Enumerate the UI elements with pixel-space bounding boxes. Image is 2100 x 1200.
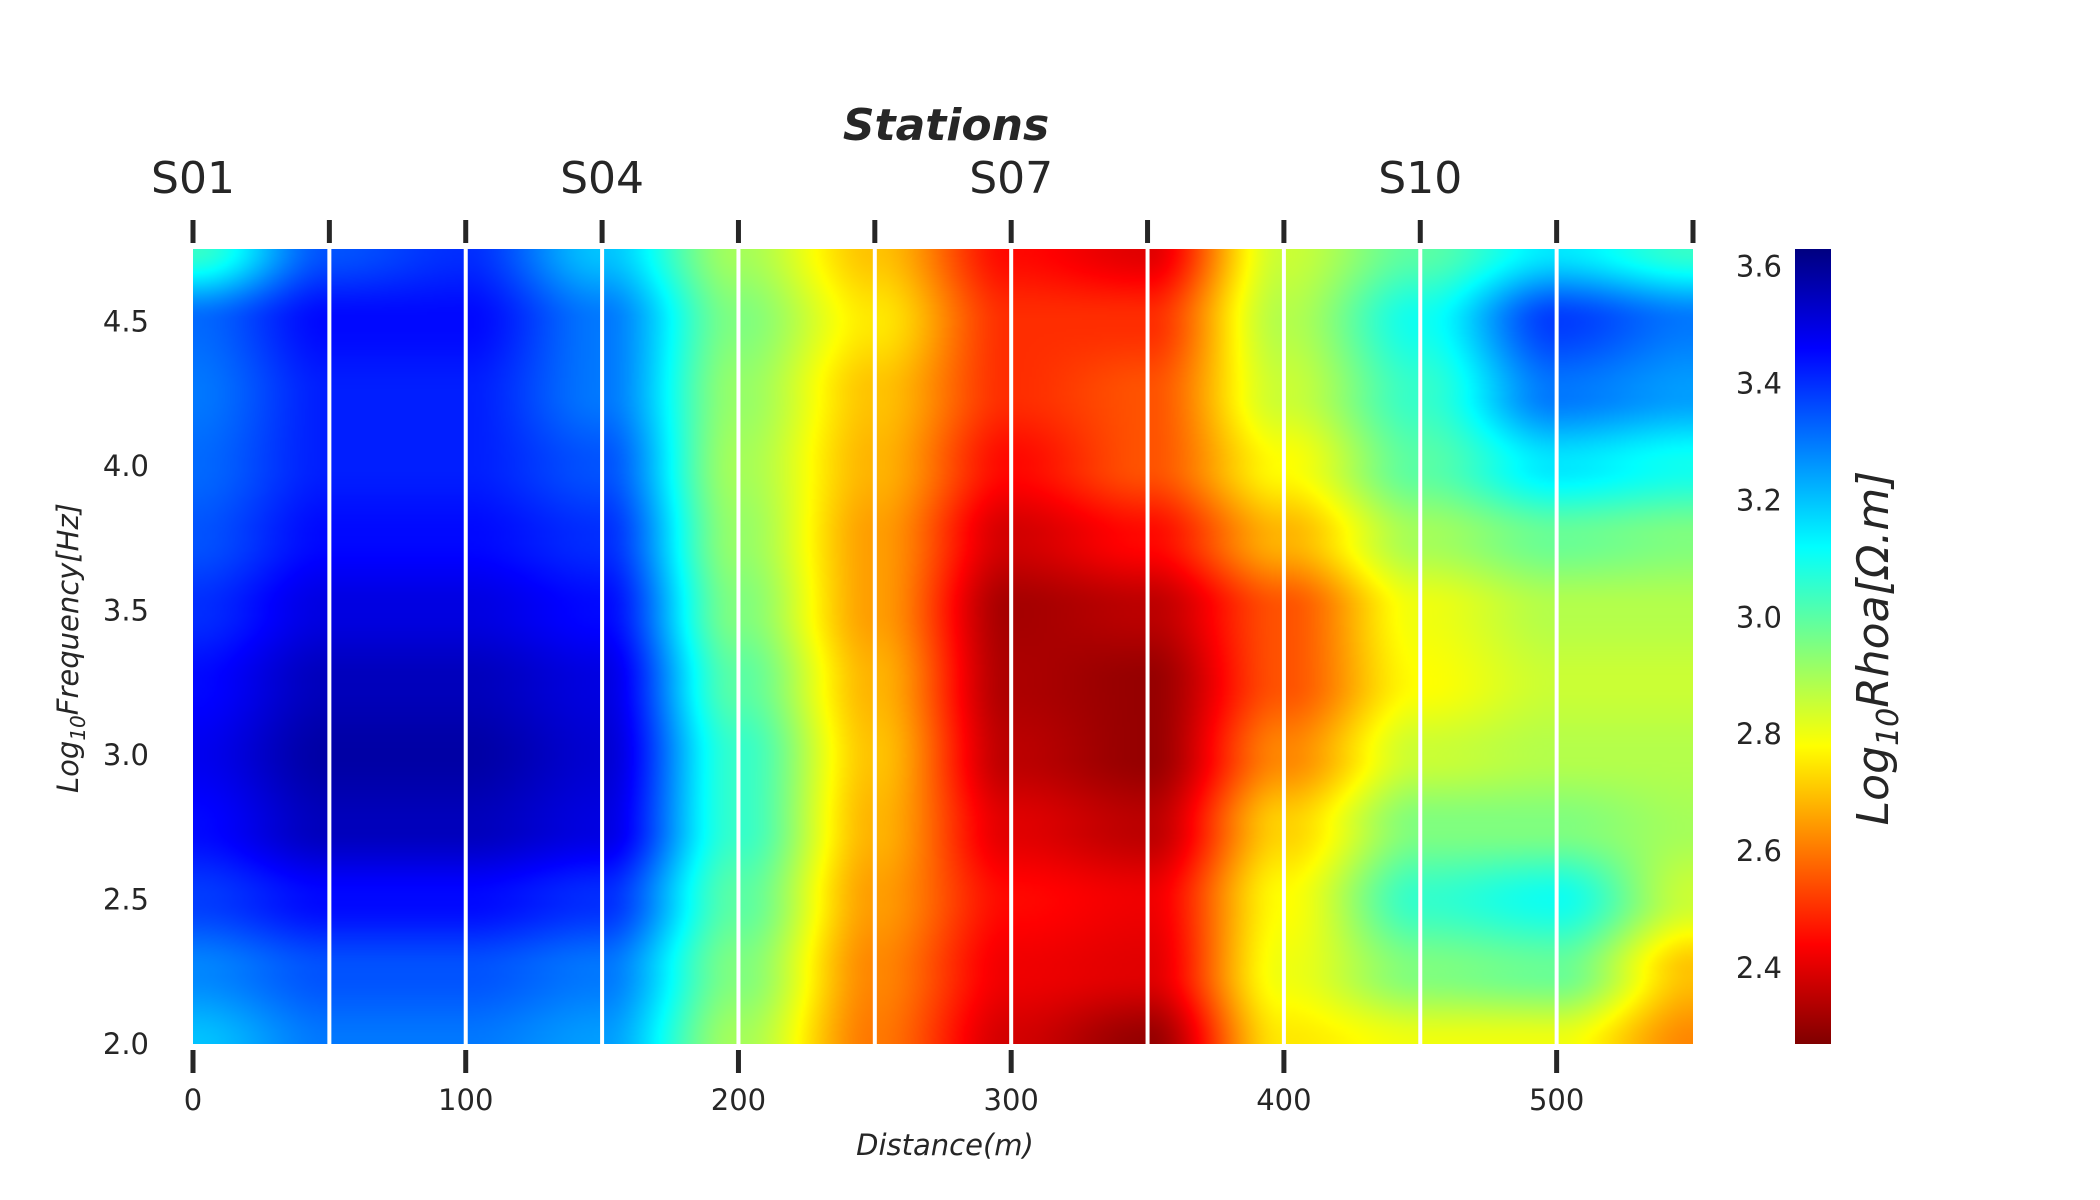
plot-area bbox=[193, 249, 1693, 1044]
chart-title: Stations bbox=[843, 100, 1049, 151]
y-tick-label: 4.5 bbox=[103, 304, 149, 338]
station-labels: S01 S04 S07 S10 bbox=[151, 153, 1462, 204]
y-tick-label: 2.0 bbox=[103, 1027, 149, 1061]
top-station-ticks bbox=[190, 220, 1696, 243]
x-tick-label: 200 bbox=[711, 1083, 766, 1117]
colorbar-label: Log10Rhoa[Ω.m] bbox=[1848, 471, 1906, 826]
colorbar-tick-label: 2.4 bbox=[1736, 951, 1782, 985]
station-divider-lines bbox=[327, 249, 1559, 1044]
station-label: S01 bbox=[151, 153, 235, 204]
x-tick-label: 100 bbox=[438, 1083, 493, 1117]
colorbar-tick-label: 3.0 bbox=[1736, 600, 1782, 634]
resistivity-heatmap bbox=[193, 249, 1693, 1044]
y-axis: 2.0 2.5 3.0 3.5 4.0 4.5 bbox=[103, 304, 149, 1061]
x-tick-label: 0 bbox=[184, 1083, 202, 1117]
colorbar-ticks: 2.4 2.6 2.8 3.0 3.2 3.4 3.6 bbox=[1736, 250, 1782, 985]
colorbar bbox=[1795, 249, 1831, 1044]
colorbar-tick-label: 3.4 bbox=[1736, 366, 1782, 400]
x-tick-label: 400 bbox=[1256, 1083, 1311, 1117]
x-axis-label: Distance(m) bbox=[856, 1128, 1034, 1162]
colorbar-tick-label: 3.6 bbox=[1736, 250, 1782, 284]
x-tick-label: 300 bbox=[984, 1083, 1039, 1117]
y-tick-label: 2.5 bbox=[103, 882, 149, 916]
colorbar-tick-label: 2.8 bbox=[1736, 717, 1782, 751]
station-label: S10 bbox=[1378, 153, 1462, 204]
x-tick-label: 500 bbox=[1529, 1083, 1584, 1117]
y-tick-label: 4.0 bbox=[103, 449, 149, 483]
colorbar-tick-label: 2.6 bbox=[1736, 834, 1782, 868]
y-tick-label: 3.0 bbox=[103, 738, 149, 772]
station-label: S04 bbox=[560, 153, 644, 204]
y-axis-label: Log10Frequency[Hz] bbox=[51, 503, 90, 793]
y-tick-label: 3.5 bbox=[103, 593, 149, 627]
colorbar-tick-label: 3.2 bbox=[1736, 483, 1782, 517]
station-label: S07 bbox=[969, 153, 1053, 204]
x-axis: 0 100 200 300 400 500 bbox=[184, 1050, 1584, 1117]
